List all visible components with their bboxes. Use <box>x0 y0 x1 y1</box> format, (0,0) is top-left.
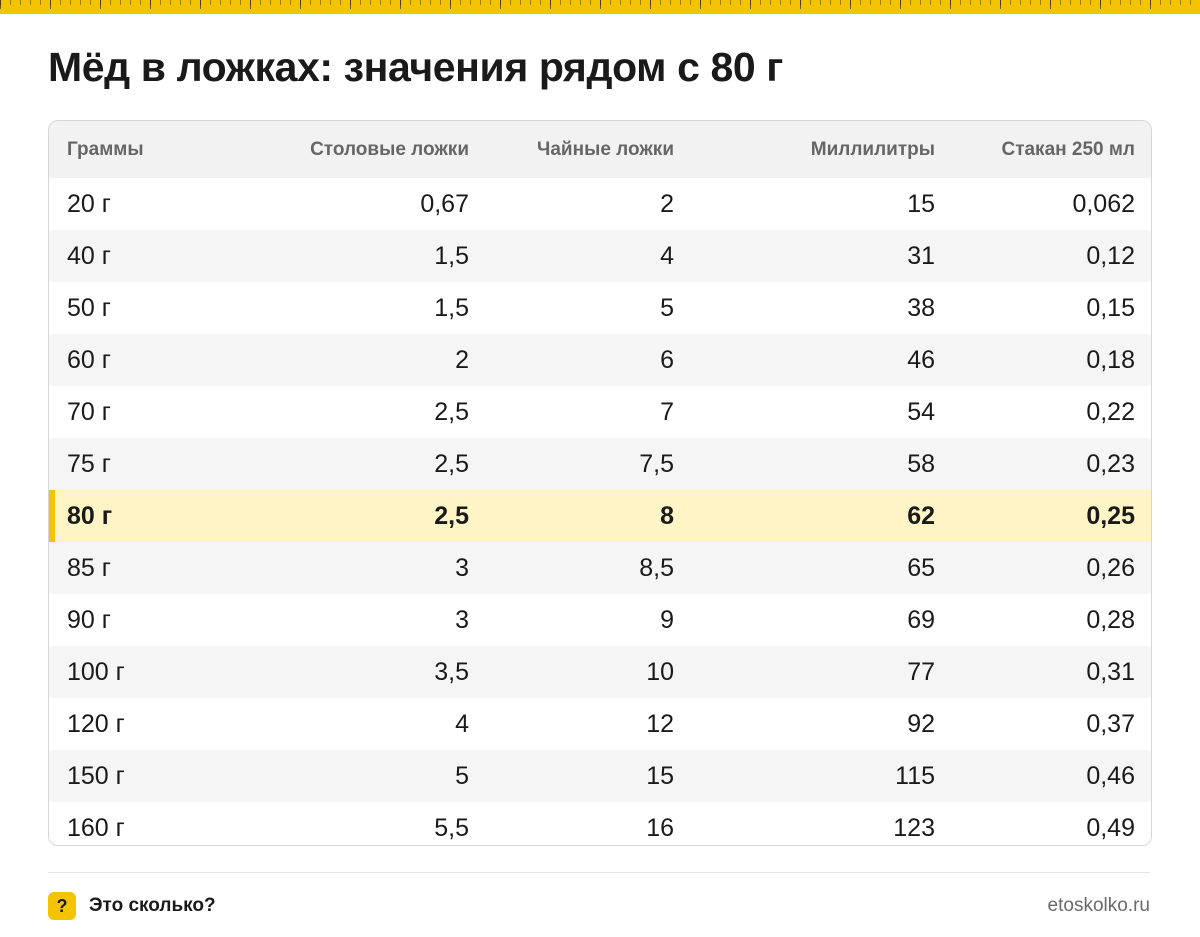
cell-teaspoons: 2 <box>660 189 674 218</box>
page-title: Мёд в ложках: значения рядом с 80 г <box>48 44 783 90</box>
brand-name: Это сколько? <box>89 895 216 916</box>
cell-teaspoons: 12 <box>646 709 674 738</box>
cell-teaspoons: 9 <box>660 605 674 634</box>
cell-tablespoons: 3 <box>455 553 469 582</box>
table-header-row: Граммы Столовые ложки Чайные ложки Милли… <box>49 121 1151 178</box>
cell-grams: 100 г <box>67 657 125 686</box>
question-mark-icon: ? <box>48 892 76 920</box>
cell-tablespoons: 0,67 <box>420 189 469 218</box>
cell-milliliters: 62 <box>907 501 935 530</box>
cell-tablespoons: 1,5 <box>434 241 469 270</box>
cell-tablespoons: 2,5 <box>434 501 469 530</box>
cell-grams: 150 г <box>67 761 125 790</box>
cell-glass: 0,23 <box>1086 449 1135 478</box>
cell-glass: 0,31 <box>1086 657 1135 686</box>
cell-grams: 70 г <box>67 397 111 426</box>
cell-tablespoons: 2,5 <box>434 397 469 426</box>
cell-grams: 60 г <box>67 345 111 374</box>
cell-grams: 50 г <box>67 293 111 322</box>
conversion-table-grid: Граммы Столовые ложки Чайные ложки Милли… <box>49 121 1151 845</box>
table-row: 70 г 2,5 7 54 0,22 <box>49 386 1151 438</box>
cell-glass: 0,28 <box>1086 605 1135 634</box>
cell-tablespoons: 4 <box>455 709 469 738</box>
header-grams: Граммы <box>67 138 144 160</box>
cell-teaspoons: 7 <box>660 397 674 426</box>
cell-tablespoons: 3 <box>455 605 469 634</box>
cell-glass: 0,18 <box>1086 345 1135 374</box>
cell-tablespoons: 2 <box>455 345 469 374</box>
ruler-strip <box>0 0 1200 14</box>
cell-glass: 0,46 <box>1086 761 1135 790</box>
table-row: 50 г 1,5 5 38 0,15 <box>49 282 1151 334</box>
cell-grams: 90 г <box>67 605 111 634</box>
cell-glass: 0,25 <box>1086 501 1135 530</box>
cell-milliliters: 15 <box>907 189 935 218</box>
footer-divider <box>48 872 1150 873</box>
table-row: 75 г 2,5 7,5 58 0,23 <box>49 438 1151 490</box>
cell-grams: 40 г <box>67 241 111 270</box>
table-row: 40 г 1,5 4 31 0,12 <box>49 230 1151 282</box>
header-tablespoons: Столовые ложки <box>310 138 469 160</box>
cell-milliliters: 123 <box>893 813 935 842</box>
cell-teaspoons: 7,5 <box>639 449 674 478</box>
cell-tablespoons: 5 <box>455 761 469 790</box>
cell-milliliters: 92 <box>907 709 935 738</box>
cell-glass: 0,26 <box>1086 553 1135 582</box>
cell-milliliters: 77 <box>907 657 935 686</box>
table-row-highlighted: 80 г 2,5 8 62 0,25 <box>49 490 1151 542</box>
cell-glass: 0,12 <box>1086 241 1135 270</box>
cell-teaspoons: 16 <box>646 813 674 842</box>
cell-milliliters: 31 <box>907 241 935 270</box>
cell-glass: 0,062 <box>1072 189 1135 218</box>
site-url: etoskolko.ru <box>1047 895 1150 916</box>
table-row: 100 г 3,5 10 77 0,31 <box>49 646 1151 698</box>
cell-glass: 0,49 <box>1086 813 1135 842</box>
cell-milliliters: 54 <box>907 397 935 426</box>
cell-teaspoons: 8,5 <box>639 553 674 582</box>
cell-milliliters: 115 <box>895 761 935 790</box>
table-row: 150 г 5 15 115 0,46 <box>49 750 1151 802</box>
cell-glass: 0,37 <box>1086 709 1135 738</box>
cell-teaspoons: 8 <box>660 501 674 530</box>
footer-brand-block: ? Это сколько? <box>48 892 216 920</box>
header-glass: Стакан 250 мл <box>1001 138 1135 160</box>
cell-grams: 75 г <box>67 449 111 478</box>
cell-grams: 120 г <box>67 709 125 738</box>
cell-grams: 85 г <box>67 553 111 582</box>
cell-teaspoons: 5 <box>660 293 674 322</box>
cell-tablespoons: 1,5 <box>434 293 469 322</box>
table-body: 20 г 0,67 2 15 0,062 40 г 1,5 4 31 0,12 50 г 1,5 5 38… <box>49 178 1151 845</box>
table-row: 160 г 5,5 16 123 0,49 <box>49 802 1151 845</box>
cell-grams: 80 г <box>49 490 229 542</box>
table-row: 90 г 3 9 69 0,28 <box>49 594 1151 646</box>
table-row: 60 г 2 6 46 0,18 <box>49 334 1151 386</box>
cell-milliliters: 38 <box>907 293 935 322</box>
cell-teaspoons: 6 <box>660 345 674 374</box>
cell-teaspoons: 15 <box>646 761 674 790</box>
table-row: 120 г 4 12 92 0,37 <box>49 698 1151 750</box>
cell-milliliters: 46 <box>907 345 935 374</box>
cell-teaspoons: 4 <box>660 241 674 270</box>
cell-milliliters: 58 <box>907 449 935 478</box>
cell-grams: 20 г <box>67 189 111 218</box>
header-teaspoons: Чайные ложки <box>537 138 674 160</box>
cell-teaspoons: 10 <box>646 657 674 686</box>
cell-milliliters: 65 <box>907 553 935 582</box>
table-row: 20 г 0,67 2 15 0,062 <box>49 178 1151 230</box>
cell-tablespoons: 3,5 <box>434 657 469 686</box>
cell-tablespoons: 2,5 <box>434 449 469 478</box>
cell-grams: 160 г <box>67 813 125 842</box>
cell-glass: 0,22 <box>1086 397 1135 426</box>
table-row: 85 г 3 8,5 65 0,26 <box>49 542 1151 594</box>
cell-milliliters: 69 <box>907 605 935 634</box>
cell-tablespoons: 5,5 <box>434 813 469 842</box>
conversion-table: Граммы Столовые ложки Чайные ложки Милли… <box>48 120 1152 846</box>
header-milliliters: Миллилитры <box>810 138 935 160</box>
cell-glass: 0,15 <box>1086 293 1135 322</box>
